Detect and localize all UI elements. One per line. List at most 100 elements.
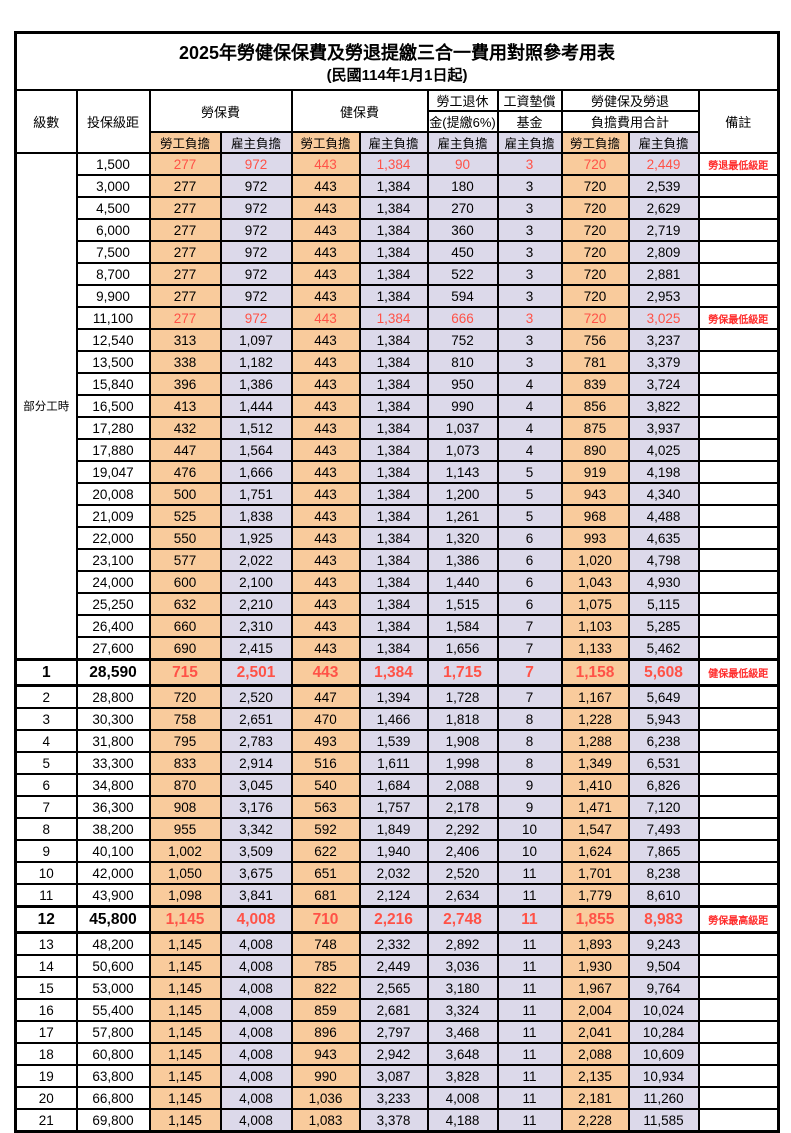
labor-employer-cell: 2,210	[219, 592, 293, 616]
total-employee-cell: 720	[560, 174, 630, 198]
table-row: 13 48,200 1,145 4,008 748 2,332 2,892 11 1,893 9,…	[14, 931, 780, 956]
total-employee-cell: 1,228	[560, 707, 630, 731]
table-row: 3 30,300 758 2,651 470 1,466 1,818 8 1,228 5,943	[14, 707, 780, 731]
pension-employer-cell: 1,440	[426, 570, 499, 594]
remark-cell	[697, 1086, 780, 1110]
table-row: 15,840 396 1,386 443 1,384 950 4 839 3,724	[16, 372, 780, 396]
health-employer-cell: 1,384	[358, 152, 429, 176]
remark-cell	[697, 174, 780, 198]
health-employee-cell: 443	[290, 328, 361, 352]
wage-fund-employer-cell: 9	[496, 795, 563, 819]
health-employee-cell: 443	[290, 658, 361, 687]
table-row: 16,500 413 1,444 443 1,384 990 4 856 3,822	[16, 394, 780, 418]
pension-employer-cell: 3,828	[426, 1064, 499, 1088]
total-employer-cell: 8,610	[627, 883, 700, 908]
pension-employer-cell: 1,143	[426, 460, 499, 484]
table-row: 11 43,900 1,098 3,841 681 2,124 2,634 11 1,779 8,…	[14, 883, 780, 908]
labor-employer-cell: 3,509	[219, 839, 293, 863]
bracket-cell: 1,500	[75, 152, 151, 176]
labor-employer-cell: 4,008	[219, 905, 293, 934]
remark-cell	[697, 684, 780, 709]
total-employer-cell: 2,953	[627, 284, 700, 308]
pension-employer-cell: 1,037	[426, 416, 499, 440]
labor-employer-cell: 2,783	[219, 729, 293, 753]
remark-cell	[697, 1020, 780, 1044]
total-employee-cell: 943	[560, 482, 630, 506]
table-row: 24,000 600 2,100 443 1,384 1,440 6 1,043 4,930	[16, 570, 780, 594]
total-employee-cell: 2,181	[560, 1086, 630, 1110]
health-employee-cell: 493	[290, 729, 361, 753]
labor-employer-cell: 972	[219, 262, 293, 286]
labor-employee-cell: 277	[148, 218, 222, 242]
health-employer-cell: 1,384	[358, 306, 429, 330]
labor-employee-cell: 500	[148, 482, 222, 506]
health-employer-cell: 1,384	[358, 394, 429, 418]
col-header-bracket: 投保級距	[75, 89, 151, 154]
header-row-1: 級數 投保級距 勞保費 健保費 勞工退休 工資墊償 勞健保及勞退 備註	[14, 89, 780, 154]
labor-employee-cell: 1,050	[148, 861, 222, 885]
pension-employer-cell: 1,715	[426, 658, 499, 687]
health-employer-cell: 1,384	[358, 482, 429, 506]
subheader-total-employer: 雇主負擔	[627, 131, 700, 154]
level-cell: 3	[14, 707, 78, 731]
subheader-labor-employer: 雇主負擔	[219, 131, 293, 154]
total-employee-cell: 890	[560, 438, 630, 462]
subheader-health-employee: 勞工負擔	[290, 131, 361, 154]
health-employer-cell: 1,384	[358, 218, 429, 242]
health-employee-cell: 943	[290, 1042, 361, 1066]
page-subtitle: (民國114年1月1日起)	[326, 66, 468, 84]
remark-cell	[697, 284, 780, 308]
labor-employer-cell: 1,838	[219, 504, 293, 528]
wage-fund-employer-cell: 5	[496, 482, 563, 506]
health-employee-cell: 540	[290, 773, 361, 797]
total-employee-cell: 720	[560, 218, 630, 242]
bracket-cell: 63,800	[75, 1064, 151, 1088]
health-employee-cell: 443	[290, 372, 361, 396]
bracket-cell: 17,280	[75, 416, 151, 440]
health-employer-cell: 1,849	[358, 817, 429, 841]
bracket-cell: 30,300	[75, 707, 151, 731]
col-header-total-line2: 負擔費用合計	[560, 110, 700, 133]
total-employer-cell: 3,237	[627, 328, 700, 352]
remark-cell	[697, 1064, 780, 1088]
health-employer-cell: 1,384	[358, 438, 429, 462]
remark-cell	[697, 504, 780, 528]
total-employer-cell: 5,943	[627, 707, 700, 731]
health-employer-cell: 3,378	[358, 1108, 429, 1133]
labor-employee-cell: 758	[148, 707, 222, 731]
total-employee-cell: 2,004	[560, 998, 630, 1022]
bracket-cell: 4,500	[75, 196, 151, 220]
wage-fund-employer-cell: 3	[496, 350, 563, 374]
level-cell: 19	[14, 1064, 78, 1088]
total-employer-cell: 3,937	[627, 416, 700, 440]
bracket-cell: 50,600	[75, 954, 151, 978]
labor-employer-cell: 972	[219, 306, 293, 330]
pension-employer-cell: 1,584	[426, 614, 499, 638]
table-row: 25,250 632 2,210 443 1,384 1,515 6 1,075 5,115	[16, 592, 780, 616]
bracket-cell: 22,000	[75, 526, 151, 550]
health-employer-cell: 2,942	[358, 1042, 429, 1066]
total-employer-cell: 4,635	[627, 526, 700, 550]
wage-fund-employer-cell: 11	[496, 931, 563, 956]
level-cell: 18	[14, 1042, 78, 1066]
bracket-cell: 36,300	[75, 795, 151, 819]
health-employee-cell: 681	[290, 883, 361, 908]
health-employee-cell: 651	[290, 861, 361, 885]
pension-employer-cell: 2,748	[426, 905, 499, 934]
labor-employee-cell: 600	[148, 570, 222, 594]
health-employer-cell: 3,087	[358, 1064, 429, 1088]
table-row: 8 38,200 955 3,342 592 1,849 2,292 10 1,547 7,493	[14, 817, 780, 841]
total-employer-cell: 4,798	[627, 548, 700, 572]
col-header-level: 級數	[14, 89, 78, 154]
health-employee-cell: 443	[290, 416, 361, 440]
labor-employee-cell: 715	[148, 658, 222, 687]
total-employee-cell: 1,133	[560, 636, 630, 661]
remark-cell	[697, 729, 780, 753]
labor-employer-cell: 1,182	[219, 350, 293, 374]
title-cell: 2025年勞健保保費及勞退提繳三合一費用對照參考用表 (民國114年1月1日起)	[14, 31, 780, 91]
total-employee-cell: 2,228	[560, 1108, 630, 1133]
table-row: 20 66,800 1,145 4,008 1,036 3,233 4,008 11 2,181…	[14, 1086, 780, 1110]
level-cell: 10	[14, 861, 78, 885]
health-employee-cell: 443	[290, 394, 361, 418]
total-employee-cell: 2,041	[560, 1020, 630, 1044]
